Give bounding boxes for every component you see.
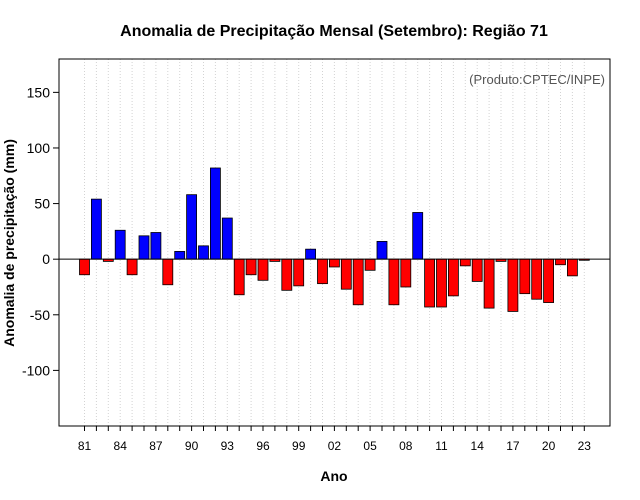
bar-2015 [483,258,495,309]
x-tick-label: 17 [506,439,520,453]
bar-1994 [233,258,245,296]
x-tick-label: 93 [221,439,235,453]
bar-2011 [436,258,447,308]
bar-2013 [459,258,471,267]
bar-1992 [209,167,221,260]
x-tick-label: 23 [578,439,592,453]
chart-title: Anomalia de Precipitação Mensal (Setembr… [120,23,548,40]
bar-1998 [281,258,293,291]
bar-1981 [79,258,90,276]
bar-2000 [305,248,317,260]
bar-1982 [91,198,102,260]
y-tick-label: -100 [22,362,50,378]
y-tick-label: -50 [30,307,50,323]
bar-2020 [543,258,554,303]
bar-2001 [317,258,328,285]
bar-2014 [471,258,483,282]
bar-2009 [412,212,424,260]
bar-2021 [555,258,566,266]
x-tick-label: 84 [114,439,128,453]
bar-2012 [447,258,459,297]
bar-2018 [519,258,531,295]
bar-2002 [328,258,340,268]
bar-1993 [221,217,233,260]
x-axis-title: Ano [320,468,347,484]
bar-2008 [400,258,412,288]
bar-1990 [186,194,198,260]
bars [79,167,590,312]
bar-2004 [352,258,364,306]
bar-2006 [376,240,388,260]
bar-2017 [507,258,519,312]
x-tick-label: 87 [149,439,163,453]
bar-2003 [340,258,352,290]
bar-2005 [364,258,376,271]
bar-1999 [293,258,305,287]
y-axis: -100 -50 0 50 100 150 [22,84,59,378]
y-tick-label: 0 [42,251,50,267]
bar-1986 [138,235,150,260]
x-axis: 81 84 87 90 93 96 99 02 05 08 11 14 17 20 23 [78,426,591,453]
bar-2019 [531,258,543,300]
y-tick-label: 150 [27,84,51,100]
source-annotation: (Produto:CPTEC/INPE) [469,72,605,87]
bar-1985 [126,258,138,276]
x-tick-label: 02 [328,439,342,453]
x-tick-label: 11 [435,439,448,453]
x-tick-label: 08 [399,439,413,453]
bar-1984 [114,229,126,260]
x-tick-label: 14 [471,439,485,453]
x-tick-label: 96 [256,439,270,453]
bar-2007 [388,258,400,306]
y-tick-label: 100 [27,140,51,156]
bar-1988 [162,258,174,286]
bar-1996 [257,258,269,281]
bar-1987 [150,232,162,260]
bar-1995 [245,258,257,276]
x-tick-label: 05 [363,439,377,453]
x-tick-label: 20 [542,439,556,453]
y-tick-label: 50 [34,196,50,212]
x-tick-label: 81 [78,439,92,453]
x-tick-label: 90 [185,439,199,453]
bar-2022 [567,258,578,277]
x-tick-label: 99 [292,439,306,453]
bar-2010 [424,258,436,308]
bar-1989 [174,250,186,260]
y-axis-title: Anomalia de precipitação (mm) [1,139,17,347]
bar-1991 [198,245,209,260]
